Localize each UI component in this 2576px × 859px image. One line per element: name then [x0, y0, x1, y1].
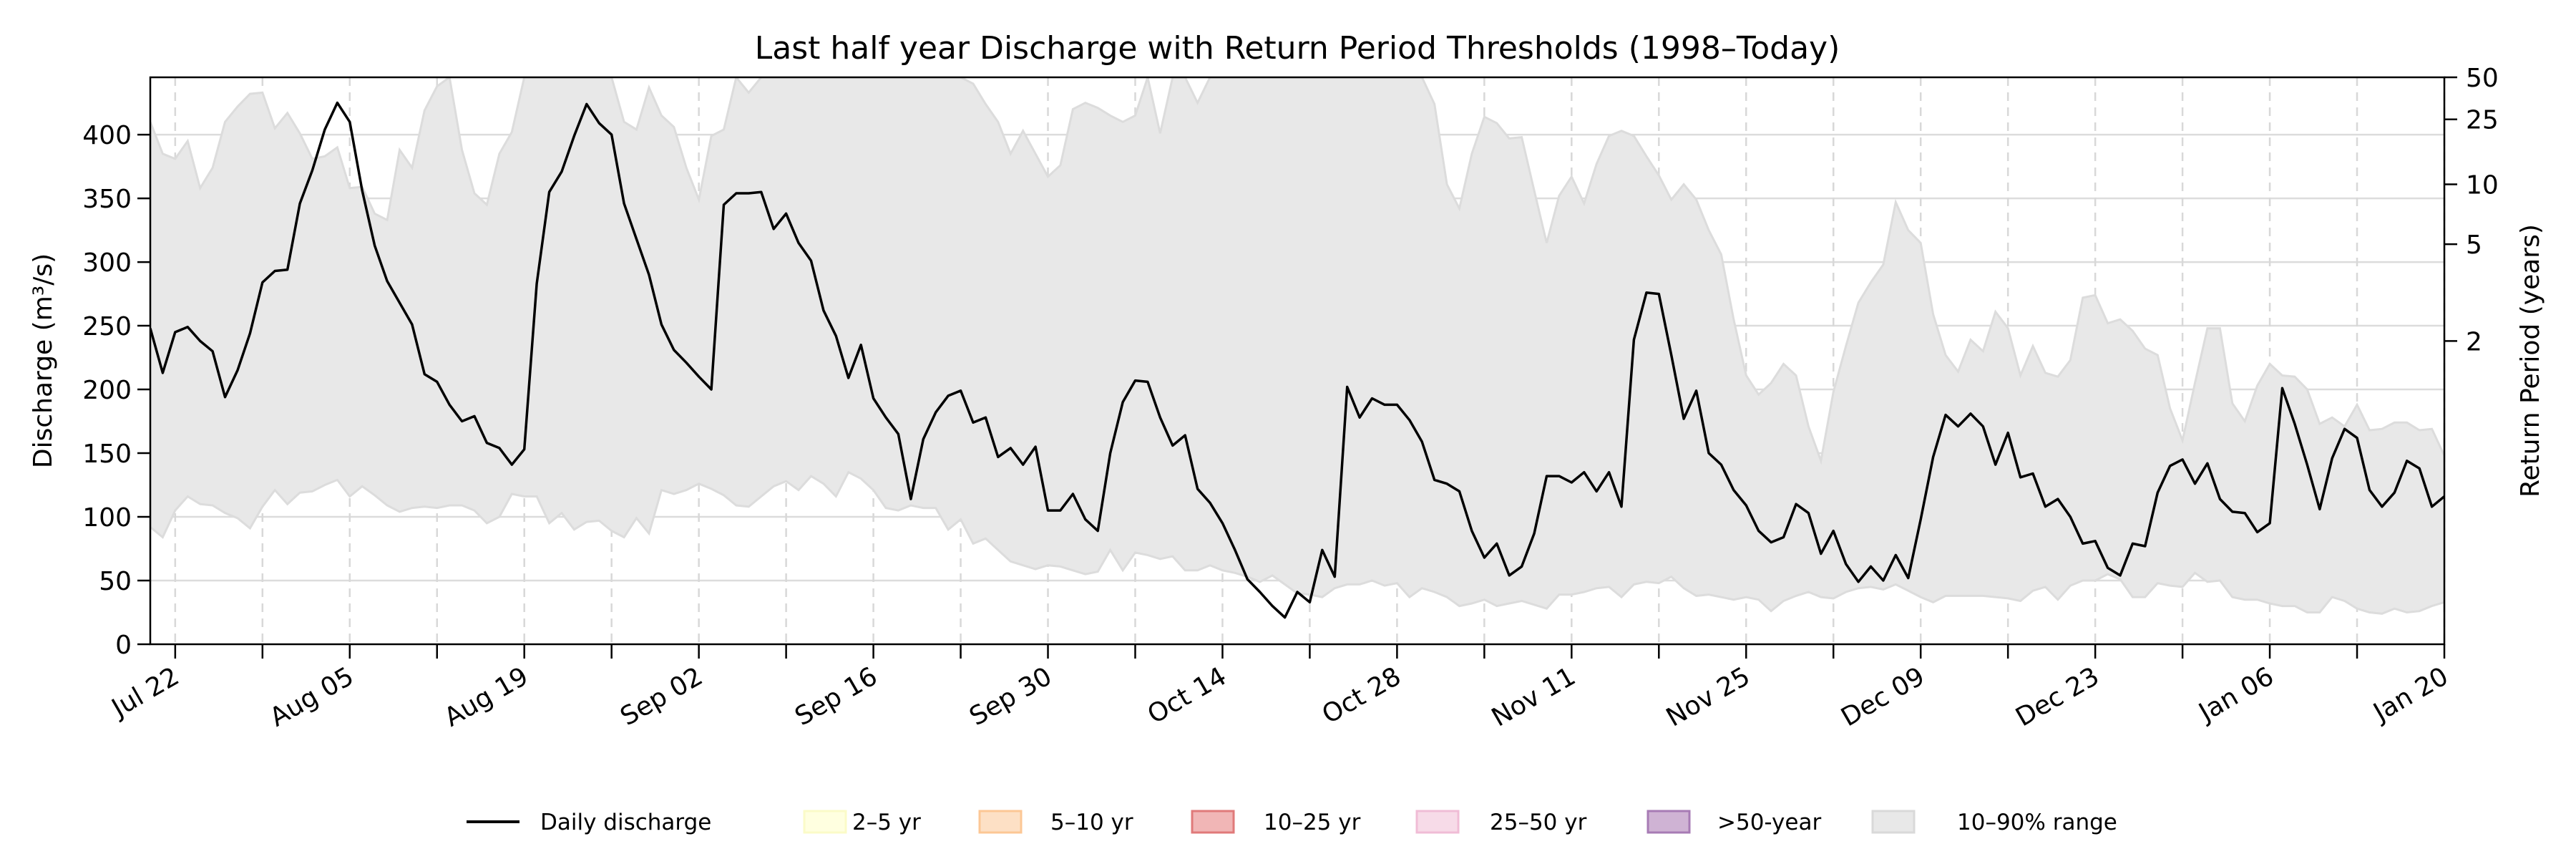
legend-patch-swatch	[1871, 810, 1916, 834]
return-period-tick-label: 10	[2466, 171, 2499, 200]
x-tick-label: Jan 20	[2368, 661, 2454, 728]
band-10-90-range	[150, 77, 2444, 615]
legend-item: 5–10 yr	[978, 810, 1133, 835]
return-period-tick-label: 25	[2466, 106, 2499, 135]
y-axis-label: Discharge (m³/s)	[29, 253, 58, 468]
x-tick-label: Jul 22	[106, 661, 184, 724]
legend-patch-swatch	[1415, 810, 1460, 834]
return-period-tick-label: 5	[2466, 230, 2482, 260]
legend-label: >50-year	[1717, 810, 1821, 835]
y-tick-label: 350	[82, 185, 132, 214]
x-tick-label: Nov 25	[1662, 661, 1755, 732]
chart-title: Last half year Discharge with Return Per…	[755, 30, 1840, 67]
x-tick-label: Dec 09	[1836, 661, 1929, 732]
y-tick-label: 300	[82, 248, 132, 278]
legend-patch-swatch	[1646, 810, 1691, 834]
x-axis: Jul 22 Aug 05 Aug 19 Sep 02 Sep 16 Sep 30 Oct …	[106, 644, 2454, 733]
y-tick-label: 250	[82, 312, 132, 341]
legend: Daily discharge 2–5 yr 5–10 yr 10–25 yr 25–5…	[467, 810, 2117, 835]
legend-patch-swatch	[978, 810, 1023, 834]
x-tick-label: Oct 14	[1143, 661, 1231, 729]
x-tick-label: Jan 06	[2193, 661, 2279, 728]
y-tick-label: 0	[115, 631, 132, 660]
legend-item: >50-year	[1646, 810, 1821, 835]
x-tick-label: Aug 05	[265, 661, 358, 732]
y-axis: 0 50 100 150 200 250 300 350 400	[82, 121, 150, 660]
x-tick-label: Nov 11	[1487, 661, 1581, 732]
x-tick-label: Sep 16	[790, 661, 882, 732]
legend-item: 2–5 yr	[803, 810, 921, 835]
legend-item: 10–25 yr	[1191, 810, 1361, 835]
daily-discharge-line	[150, 101, 2444, 619]
legend-patch-swatch	[1191, 810, 1235, 834]
legend-label: 2–5 yr	[852, 810, 921, 835]
x-tick-label: Dec 23	[2011, 661, 2104, 732]
x-tick-label: Aug 19	[439, 661, 533, 732]
legend-label: 25–50 yr	[1490, 810, 1587, 835]
legend-label: 10–90% range	[1957, 810, 2117, 835]
y-tick-label: 100	[82, 503, 132, 533]
y-tick-label: 150	[82, 440, 132, 469]
x-tick-label: Sep 02	[615, 661, 708, 732]
y2-axis-label: Return Period (years)	[2516, 224, 2545, 498]
legend-label: Daily discharge	[540, 810, 711, 835]
legend-item: 25–50 yr	[1415, 810, 1587, 835]
y-tick-label: 200	[82, 376, 132, 405]
legend-label: 10–25 yr	[1264, 810, 1361, 835]
legend-item: 10–90% range	[1871, 810, 2117, 835]
x-tick-label: Oct 28	[1317, 661, 1406, 729]
legend-label: 5–10 yr	[1050, 810, 1133, 835]
return-period-tick-label: 2	[2466, 327, 2482, 356]
x-tick-label: Sep 30	[965, 661, 1057, 732]
legend-patch-swatch	[803, 810, 847, 834]
y-tick-label: 400	[82, 121, 132, 150]
return-period-tick-label: 50	[2466, 64, 2499, 93]
legend-item: Daily discharge	[467, 810, 711, 835]
y-tick-label: 50	[99, 567, 132, 596]
plot-frame	[149, 76, 2446, 646]
